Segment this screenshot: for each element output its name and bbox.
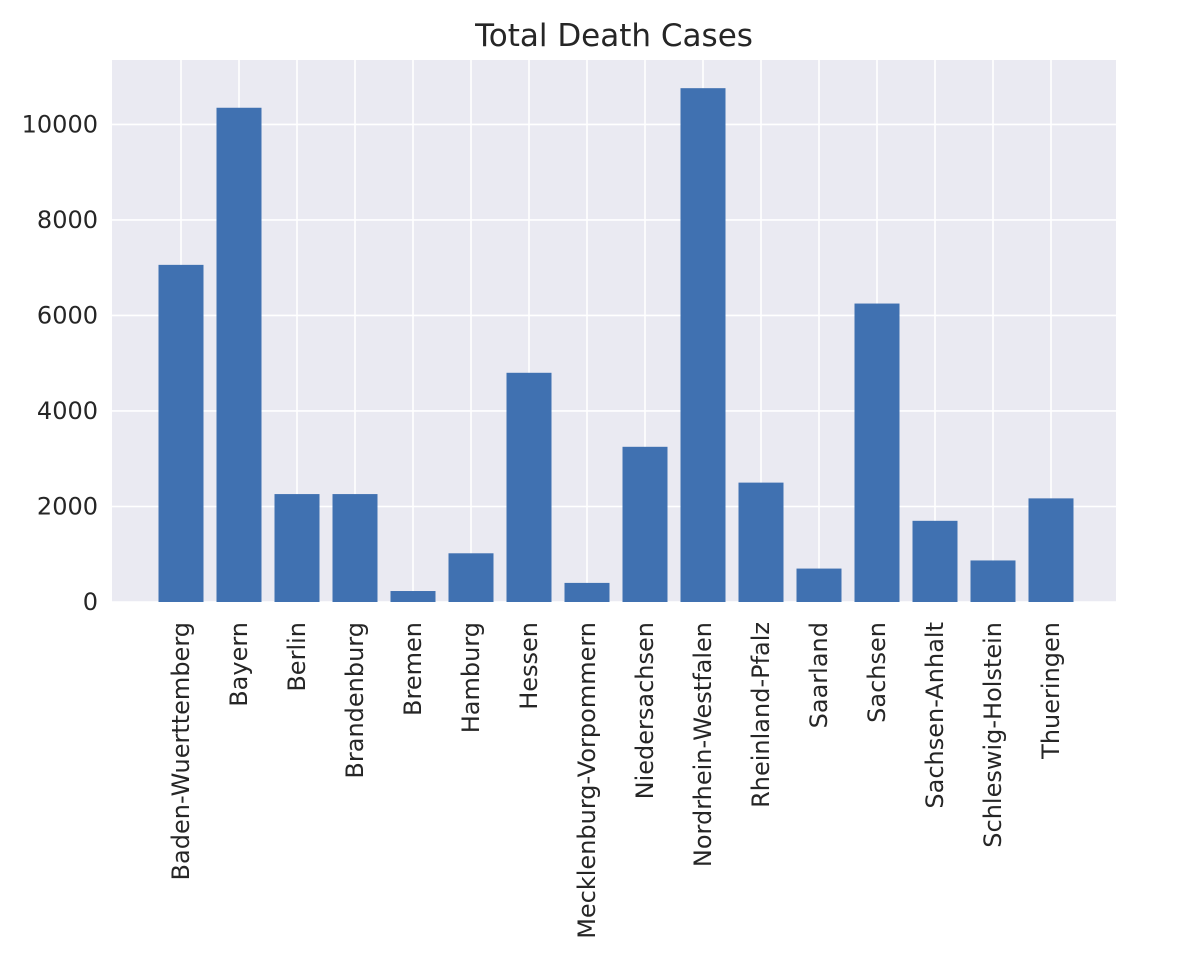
x-axis-tick-labels: Baden-Wuerttemberg Bayern Berlin Brandenbur… (167, 622, 1065, 939)
bar-brandenburg (332, 494, 378, 602)
plot-area (112, 60, 1116, 602)
chart-title: Total Death Cases (474, 18, 753, 54)
x-tick-label: Thueringen (1037, 622, 1065, 760)
x-tick-label: Mecklenburg-Vorpommern (573, 622, 601, 939)
x-tick-label: Niedersachsen (631, 622, 659, 799)
bars (158, 88, 1074, 603)
x-tick-label: Schleswig-Holstein (979, 622, 1007, 848)
x-tick-label: Baden-Wuerttemberg (167, 622, 195, 880)
x-tick-label: Sachsen (863, 622, 891, 723)
bar-rheinland-pfalz (738, 482, 784, 602)
bar-sachsen (854, 303, 900, 602)
x-tick-label: Hamburg (457, 622, 485, 733)
bar-hamburg (448, 553, 494, 602)
bar-bremen (390, 591, 436, 602)
bar-saarland (796, 568, 842, 602)
bar-nordrhein-westfalen (680, 88, 726, 603)
y-tick-label: 2000 (37, 492, 98, 520)
bar-sachsen-anhalt (912, 520, 958, 602)
y-tick-label: 0 (83, 588, 98, 616)
bar-berlin (274, 494, 320, 602)
x-tick-label: Berlin (283, 622, 311, 692)
x-tick-label: Bremen (399, 622, 427, 716)
x-tick-label: Saarland (805, 622, 833, 728)
bar-bayern (216, 107, 262, 603)
bar-mecklenburg-vorpommern (564, 582, 610, 602)
y-tick-label: 6000 (37, 301, 98, 329)
x-tick-label: Brandenburg (341, 622, 369, 779)
y-tick-label: 10000 (22, 110, 98, 138)
x-tick-label: Hessen (515, 622, 543, 710)
x-tick-label: Rheinland-Pfalz (747, 622, 775, 808)
bar-niedersachsen (622, 446, 668, 602)
bar-schleswig-holstein (970, 560, 1016, 602)
y-tick-label: 8000 (37, 206, 98, 234)
x-tick-label: Nordrhein-Westfalen (689, 622, 717, 867)
x-tick-label: Sachsen-Anhalt (921, 622, 949, 809)
bar-thueringen (1028, 498, 1074, 602)
y-axis-tick-labels: 0 2000 4000 6000 8000 10000 (22, 110, 98, 616)
x-tick-label: Bayern (225, 622, 253, 707)
y-tick-label: 4000 (37, 397, 98, 425)
bar-hessen (506, 372, 552, 602)
bar-baden-wuerttemberg (158, 264, 204, 602)
